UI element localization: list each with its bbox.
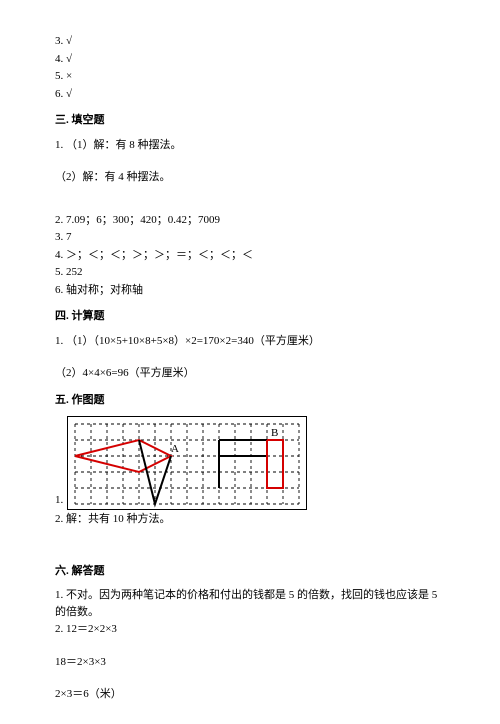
s6-item2b: 18＝2×3×3 [55, 654, 445, 671]
s3-item4: 4. ＞；＜；＜；＞；＞；＝；＜；＜；＜ [55, 247, 445, 264]
label-b: B [271, 427, 278, 439]
grid-figure: A B [67, 416, 307, 510]
s4-item1a: 1. （1）（10×5+10×8+5×8）×2=170×2=340（平方厘米） [55, 333, 445, 350]
figure-wrap: 1. [55, 416, 445, 510]
s5-item2: 2. 解：共有 10 种方法。 [55, 511, 445, 528]
top-line-5: 5. × [55, 68, 445, 85]
spacer [55, 187, 445, 211]
spacer [55, 350, 445, 364]
red-rect [267, 440, 283, 488]
top-line-6: 6. √ [55, 86, 445, 103]
s6-item2c: 2×3＝6（米） [55, 686, 445, 703]
s6-item1: 1. 不对。因为两种笔记本的价格和付出的钱都是 5 的倍数，找回的钱也应该是 5… [55, 587, 445, 620]
section3-title: 三. 填空题 [55, 112, 445, 129]
label-a: A [171, 443, 179, 455]
s3-item1b: （2）解：有 4 种摆法。 [55, 169, 445, 186]
s6-item2: 2. 12＝2×2×3 [55, 621, 445, 638]
s3-item2: 2. 7.09；6；300；420；0.42；7009 [55, 212, 445, 229]
section6-title: 六. 解答题 [55, 563, 445, 580]
s3-item5: 5. 252 [55, 264, 445, 281]
top-line-4: 4. √ [55, 51, 445, 68]
spacer [55, 154, 445, 168]
s3-item1a: 1. （1）解：有 8 种摆法。 [55, 137, 445, 154]
s5-fignum: 1. [55, 492, 63, 511]
black-rect [219, 440, 267, 456]
s3-item3: 3. 7 [55, 229, 445, 246]
spacer [55, 671, 445, 685]
spacer [55, 639, 445, 653]
s3-item6: 6. 轴对称；对称轴 [55, 282, 445, 299]
section4-title: 四. 计算题 [55, 308, 445, 325]
section5-title: 五. 作图题 [55, 392, 445, 409]
s4-item1b: （2）4×4×6=96（平方厘米） [55, 365, 445, 382]
top-line-3: 3. √ [55, 33, 445, 50]
spacer [55, 529, 445, 553]
page-root: 3. √ 4. √ 5. × 6. √ 三. 填空题 1. （1）解：有 8 种… [0, 0, 500, 724]
